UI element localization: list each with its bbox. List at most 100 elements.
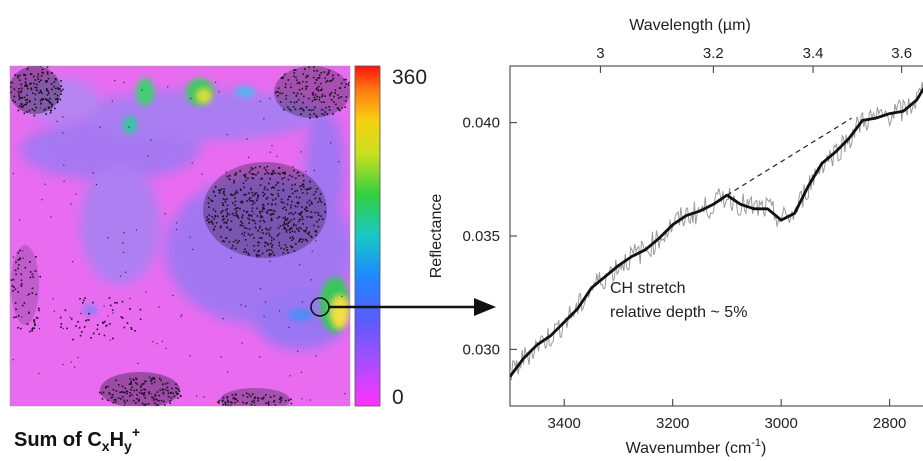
speckle [26,98,28,101]
speckle [317,225,320,228]
speckle [247,217,249,220]
speckle [173,395,176,398]
speckle [142,393,145,396]
speckle [33,327,35,330]
speckle [293,169,295,172]
speckle [14,269,17,272]
speckle [109,304,112,307]
speckle [111,100,113,102]
speckle [50,105,53,108]
speckle [292,213,294,216]
speckle [317,89,319,91]
speckle [129,378,132,380]
speckle [250,167,253,169]
speckle [243,174,245,177]
speckle [143,383,145,385]
speckle [214,216,217,218]
speckle [222,219,224,221]
speckle [86,319,89,321]
speckle [138,391,141,394]
speckle [260,216,262,219]
speckle [321,89,323,91]
speckle [290,219,293,221]
speckle [189,236,191,238]
speckle [291,230,294,232]
speckle [77,321,79,323]
speckle [159,389,161,392]
speckle [160,399,163,402]
speckle [337,107,339,110]
speckle [286,203,289,206]
speckle [243,186,245,189]
speckle [291,192,294,195]
speckle [273,254,275,256]
speckle [340,82,343,85]
speckle [210,220,213,223]
speckle [313,224,315,227]
speckle [95,184,97,186]
speckle [274,198,277,200]
speckle [315,115,318,117]
speckle [270,253,272,256]
speckle [277,95,279,97]
speckle [284,399,287,402]
speckle [274,210,276,213]
speckle [216,215,219,217]
speckle [253,245,255,247]
speckle [295,177,297,180]
speckle [275,409,277,411]
speckle [255,253,258,256]
speckle [254,166,257,169]
speckle [271,145,273,147]
speckle [291,188,293,190]
speckle [161,388,164,390]
y-tick-label: 0.035 [462,228,500,245]
speckle [255,228,257,230]
speckle [175,228,178,231]
speckle [257,244,259,247]
speckle [10,279,13,281]
speckle [69,316,71,318]
speckle [62,132,64,134]
speckle [218,402,220,404]
speckle [37,78,40,81]
speckle [46,71,49,73]
speckles [10,66,350,411]
speckle [269,98,271,100]
speckle [49,111,52,114]
speckle [130,327,133,329]
speckle [32,92,34,94]
speckle [246,138,248,140]
speckle [24,103,26,106]
speckle [153,381,156,383]
speckle [45,113,47,115]
speckle [272,169,275,172]
speckle [267,172,270,175]
speckle [24,74,27,76]
speckle [291,200,293,203]
speckle [311,202,313,205]
speckle [46,80,48,82]
y-axis-title: Reflectance [428,194,445,279]
speckle [162,391,165,394]
speckle [150,380,152,382]
speckle [270,219,273,222]
speckle [320,72,322,74]
speckle [243,231,246,234]
speckle [316,188,318,190]
speckle [314,106,316,109]
speckle [126,392,128,395]
speckle [272,170,274,173]
speckle [261,210,264,213]
speckle [298,226,301,229]
speckle [140,392,143,395]
speckle [25,83,27,85]
speckle [23,112,26,115]
speckle [144,403,146,406]
speckle [269,234,271,237]
speckle [231,247,233,249]
speckle [257,399,259,402]
speckle [282,76,284,78]
speckle [347,84,350,86]
speckle [13,316,15,319]
